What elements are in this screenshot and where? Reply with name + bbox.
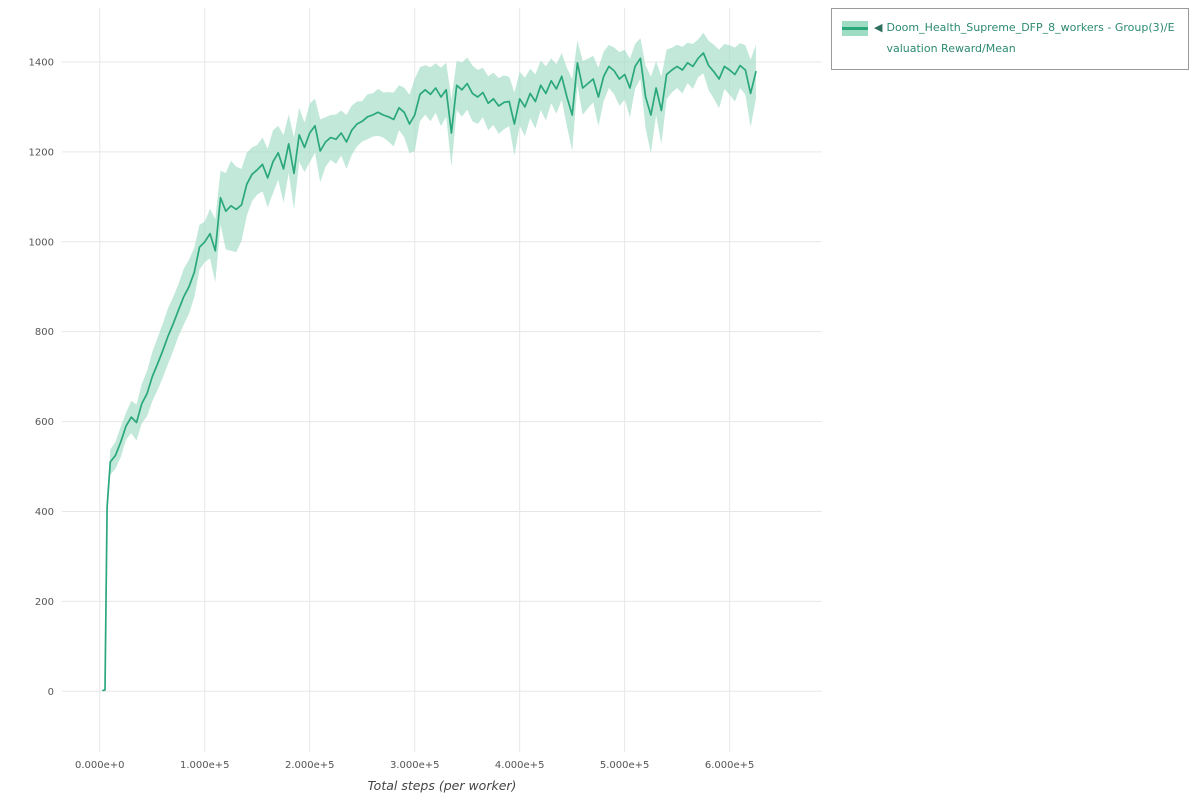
y-tick-label: 400 (35, 507, 54, 518)
x-tick-label: 2.000e+5 (285, 760, 335, 771)
y-tick-label: 0 (48, 687, 54, 698)
x-tick-label: 6.000e+5 (705, 760, 755, 771)
y-tick-label: 1400 (29, 57, 54, 68)
legend: ◀ Doom_Health_Supreme_DFP_8_workers - Gr… (831, 8, 1189, 70)
series-swatch-icon (842, 21, 868, 36)
x-tick-label: 4.000e+5 (495, 760, 545, 771)
x-axis-label: Total steps (per worker) (367, 778, 517, 793)
mean-line (102, 52, 757, 692)
legend-item[interactable]: ◀ Doom_Health_Supreme_DFP_8_workers - Gr… (842, 18, 1178, 60)
y-tick-label: 1000 (29, 237, 54, 248)
legend-series-label: Doom_Health_Supreme_DFP_8_workers - Grou… (886, 21, 1175, 55)
legend-collapse-icon[interactable]: ◀ (874, 21, 883, 34)
x-tick-label: 1.000e+5 (180, 760, 230, 771)
x-tick-label: 5.000e+5 (600, 760, 650, 771)
x-tick-label: 3.000e+5 (390, 760, 440, 771)
x-tick-label: 0.000e+0 (75, 760, 125, 771)
y-tick-label: 1200 (29, 147, 54, 158)
y-tick-label: 600 (35, 417, 54, 428)
confidence-band (102, 32, 756, 692)
y-tick-label: 200 (35, 597, 54, 608)
reward-chart-canvas: 0.000e+0 1.000e+5 2.000e+5 3.000e+5 4.000e+5… (29, 8, 822, 771)
series-swatch-line-icon (842, 27, 868, 30)
y-tick-label: 800 (35, 327, 54, 338)
